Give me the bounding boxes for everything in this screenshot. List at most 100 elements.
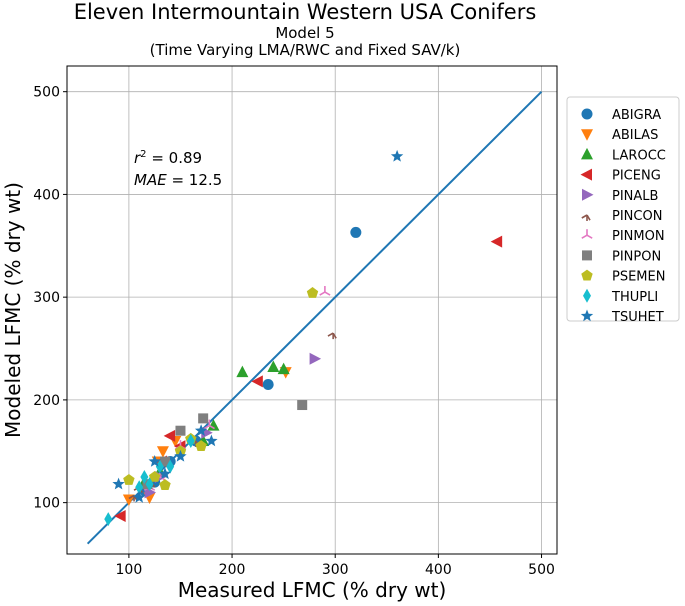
legend-label: PINMON (612, 229, 665, 244)
data-point-abilas (156, 446, 169, 458)
legend-item-abilas: ABILAS (581, 128, 658, 143)
data-point-pinpon (175, 425, 186, 436)
legend-item-piceng: PICENG (580, 168, 661, 184)
data-point-psemen (306, 287, 319, 298)
chart-subtitle-line-1: Model 5 (275, 24, 334, 42)
data-point-tsuhet (205, 434, 218, 447)
legend-item-pinpon: PINPON (582, 249, 661, 264)
data-point-thupli (166, 459, 175, 474)
data-point-tsuhet (133, 490, 146, 503)
legend-items: ABIGRA ABILAS LAROCC PICENG PINALB PINCON PINM… (580, 108, 666, 325)
legend-label: PINALB (612, 189, 658, 204)
grid-lines (67, 66, 557, 554)
data-point-tsuhet (148, 455, 161, 467)
x-tick-label: 300 (322, 562, 349, 578)
data-point-larocc (236, 365, 249, 378)
plot-frame (66, 65, 558, 555)
x-tick-label: 100 (116, 562, 143, 578)
legend-marker-tsuhet (580, 309, 594, 322)
y-tick-label: 200 (33, 393, 60, 409)
legend-marker-larocc (581, 147, 593, 160)
data-point-pincon-stroke (128, 494, 135, 500)
data-point-piceng (490, 235, 503, 248)
legend-item-pincon: PINCON (581, 209, 662, 224)
data-point-piceng (251, 375, 263, 388)
legend-marker-thupli (583, 288, 591, 303)
data-point-thupli (140, 469, 149, 484)
data-point-thupli (135, 480, 144, 495)
series-thupli (104, 433, 195, 527)
legend-marker-piceng (580, 168, 592, 181)
chart-subtitle-line-2: (Time Varying LMA/RWC and Fixed SAV/k) (150, 41, 461, 59)
data-point-tsuhet (194, 424, 208, 436)
legend-label: PINCON (612, 209, 662, 224)
data-point-piceng (163, 429, 176, 442)
chart-title: Eleven Intermountain Western USA Conifer… (74, 0, 537, 24)
data-point-piceng (114, 509, 126, 522)
data-point-pinmon (203, 419, 215, 430)
legend-item-pinmon: PINMON (581, 229, 665, 244)
mae-symbol: MAE (134, 171, 167, 189)
data-point-pinmon-stroke (203, 424, 210, 430)
data-point-tsuhet (158, 467, 172, 480)
legend-marker-psemen (581, 269, 593, 281)
legend-item-larocc: LAROCC (581, 147, 666, 163)
data-point-abigra (262, 378, 274, 390)
legend-marker-pinmon (581, 229, 593, 239)
y-axis-label: Modeled LFMC (% dry wt) (1, 182, 25, 438)
series-tsuhet (112, 149, 404, 503)
data-points (104, 149, 503, 527)
data-point-abigra (350, 226, 362, 238)
mae-annotation: MAE = 12.5 (134, 171, 222, 189)
legend-label: ABIGRA (612, 108, 661, 123)
legend-item-tsuhet: TSUHET (580, 309, 664, 325)
legend-marker-pincon (581, 214, 591, 221)
legend-marker-pinpon (582, 250, 592, 261)
legend-marker-pincon-stroke (581, 214, 588, 219)
one-to-one-line-layer (86, 90, 543, 545)
legend-item-abigra: ABIGRA (581, 108, 661, 123)
r-squared-exponent: 2 (140, 149, 146, 160)
data-point-pinalb (309, 352, 322, 365)
axis-ticks: 100 200 300 400 500 100 200 300 400 500 (33, 85, 555, 578)
data-point-psemen (159, 479, 171, 491)
x-tick-label: 200 (219, 562, 246, 578)
r-squared-value: = 0.89 (147, 149, 203, 167)
legend-marker-abilas (581, 129, 593, 141)
legend-marker-pinmon-stroke (581, 234, 588, 239)
x-tick-label: 500 (528, 562, 555, 578)
legend-item-pinalb: PINALB (582, 188, 658, 204)
data-point-pinmon-stroke (319, 291, 326, 296)
legend-label: PSEMEN (612, 270, 665, 285)
legend-marker-pincon-stroke (586, 214, 591, 221)
data-point-larocc (277, 362, 290, 375)
r-squared-symbol: r (134, 149, 141, 167)
data-point-tsuhet (174, 449, 187, 462)
plot-background (67, 66, 557, 554)
data-point-pinmon (319, 286, 331, 296)
y-tick-label: 500 (33, 85, 60, 101)
x-axis-label: Measured LFMC (% dry wt) (178, 578, 447, 602)
data-point-tsuhet (112, 477, 125, 490)
legend-marker-pinalb (582, 188, 594, 201)
legend-item-thupli: THUPLI (583, 288, 658, 305)
data-point-psemen (195, 440, 207, 451)
data-point-psemen (123, 474, 135, 485)
data-point-tsuhet (390, 149, 404, 162)
data-point-pincon-stroke (332, 332, 337, 339)
legend-frame (566, 96, 680, 322)
one-to-one-line (86, 90, 543, 545)
data-point-pinpon (160, 456, 170, 467)
plot-area: 100 200 300 400 500 100 200 300 400 500 (33, 65, 558, 578)
data-point-larocc (267, 360, 280, 373)
legend-label: THUPLI (611, 290, 658, 305)
legend: ABIGRA ABILAS LAROCC PICENG PINALB PINCON PINM… (566, 96, 680, 325)
legend-label: PINPON (612, 249, 661, 264)
legend-label: TSUHET (611, 310, 664, 325)
data-point-pinpon (198, 413, 209, 424)
r-squared-annotation: r2 = 0.89 (134, 149, 202, 167)
data-point-thupli (145, 477, 154, 492)
legend-label: LAROCC (612, 148, 666, 163)
data-point-pinmon-stroke (324, 291, 331, 296)
mae-value: = 12.5 (167, 171, 223, 189)
